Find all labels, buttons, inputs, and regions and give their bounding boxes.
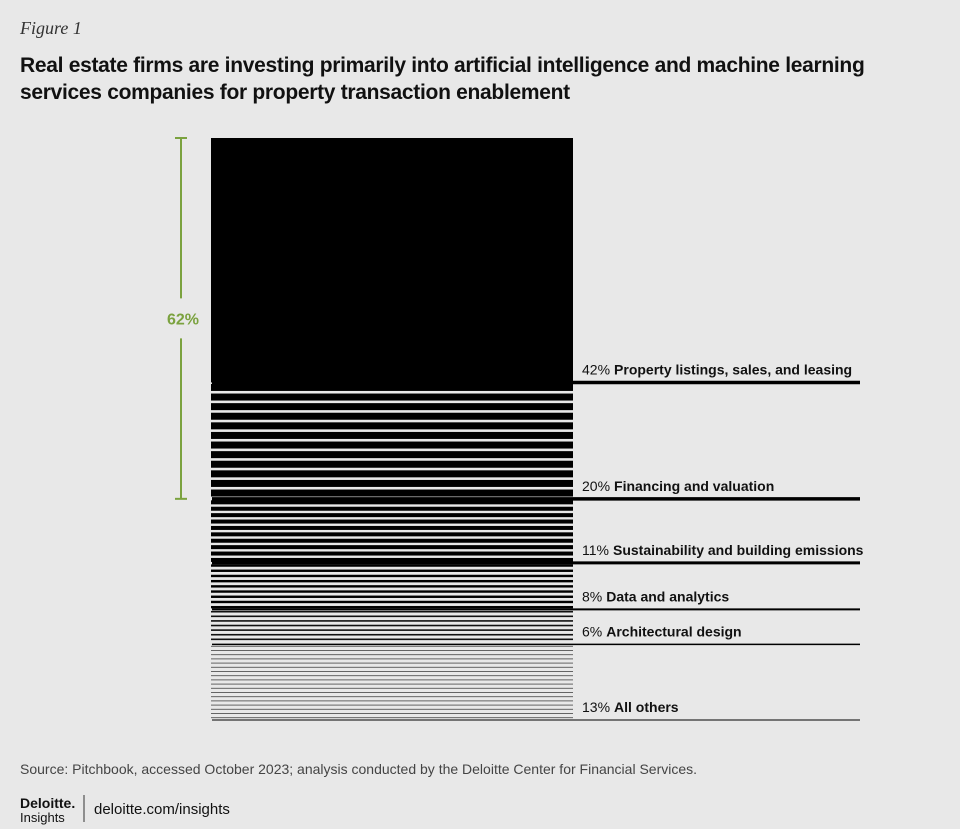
stripe [211, 629, 573, 631]
stripe [211, 403, 573, 411]
value-label: 8% [582, 588, 602, 604]
category-label: Property listings, sales, and leasing [614, 361, 852, 377]
category-label: Sustainability and building emissions [613, 542, 864, 558]
stripe [211, 525, 573, 530]
stripe [211, 666, 573, 668]
segment-label: 13% All others [582, 699, 679, 715]
stripe [211, 538, 573, 543]
bracket-label: 62% [167, 311, 199, 328]
segment-label: 42% Property listings, sales, and leasing [582, 361, 852, 377]
stripe [211, 431, 573, 439]
stripe [211, 692, 573, 693]
stripe [211, 595, 573, 598]
stripe [211, 679, 573, 681]
segment-label: 11% Sustainability and building emissions [582, 542, 864, 558]
category-label: Data and analytics [606, 588, 729, 604]
stripe [211, 605, 573, 609]
stripe [211, 687, 573, 689]
stripe [211, 451, 573, 459]
stripe [211, 704, 573, 706]
stripe [211, 671, 573, 672]
stripe [211, 532, 573, 537]
stripe [211, 708, 573, 710]
stripe [211, 654, 573, 656]
source: Source: Pitchbook, accessed October 2023… [20, 761, 697, 777]
value-label: 20% [582, 478, 610, 494]
value-label: 6% [582, 623, 602, 639]
stripe [211, 658, 573, 660]
brand-sub: Insights [20, 810, 65, 825]
stripe [211, 610, 573, 613]
segment [211, 644, 573, 720]
stripe [211, 412, 573, 420]
figure-label: Figure 1 [19, 18, 82, 38]
stripe [211, 590, 573, 593]
stripe [211, 479, 573, 487]
stripe [211, 422, 573, 430]
segment [211, 138, 573, 383]
stripe [211, 569, 573, 572]
category-label: Financing and valuation [614, 478, 774, 494]
stripe [211, 700, 573, 702]
stripe [211, 638, 573, 641]
stripe [211, 383, 573, 391]
stripe [211, 460, 573, 468]
stripe [211, 519, 573, 524]
stripe [211, 470, 573, 478]
stripe [211, 564, 573, 567]
value-label: 11% [582, 542, 609, 558]
stripe [211, 717, 573, 719]
stripe [211, 683, 573, 685]
stripe [211, 579, 573, 583]
stripe [211, 585, 573, 588]
stripe [211, 557, 573, 562]
category-label: Architectural design [606, 623, 741, 639]
stripe [211, 615, 573, 618]
segment-label: 6% Architectural design [582, 623, 742, 639]
stripe [211, 650, 573, 651]
stripe [211, 574, 573, 578]
stripe [211, 675, 573, 677]
brand: Deloitte. [20, 795, 75, 811]
stripe [211, 624, 573, 627]
segment-label: 8% Data and analytics [582, 588, 729, 604]
chart-title: Real estate firms are investing primaril… [20, 54, 864, 104]
stripe [211, 620, 573, 622]
stripe [211, 645, 573, 647]
stripe [211, 696, 573, 698]
stripe [211, 513, 573, 518]
stripe [211, 500, 573, 505]
category-label: All others [614, 699, 679, 715]
value-label: 13% [582, 699, 610, 715]
stripe [211, 600, 573, 604]
footer-url: deloitte.com/insights [94, 801, 230, 818]
stripe [211, 633, 573, 636]
stripe [211, 545, 573, 550]
stripe [211, 506, 573, 511]
stripe [211, 393, 573, 401]
stripe [211, 489, 573, 497]
stripe [211, 551, 573, 556]
stripe [211, 713, 573, 714]
value-label: 42% [582, 361, 610, 377]
stripe [211, 662, 573, 664]
segment-label: 20% Financing and valuation [582, 478, 774, 494]
stripe [211, 441, 573, 449]
